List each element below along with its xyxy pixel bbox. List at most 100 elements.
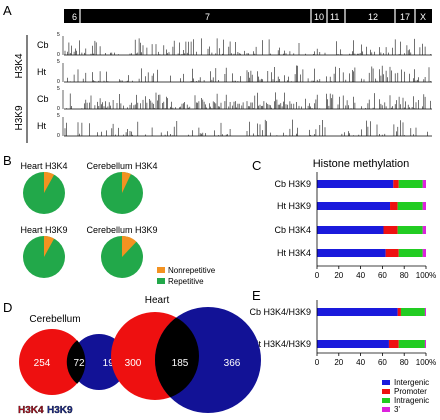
chromosome-11: 11: [330, 12, 339, 22]
chart-c-bar-2-intergenic: [317, 202, 391, 210]
mark-label-h3k4: H3K4: [14, 53, 25, 78]
venn-heart-right: 366: [224, 358, 241, 369]
pie-1-nonrepetitive: [44, 172, 55, 193]
pie-4-nonrepetitive: [122, 236, 137, 257]
legend-swatch-repetitive: [157, 278, 165, 284]
track-ymax-4: 5: [57, 113, 60, 119]
legend-e-swatch-2: [382, 389, 390, 394]
pie-title-4: Cerebellum H3K9: [86, 225, 157, 235]
chart-e-bar-2-intergenic: [317, 340, 389, 348]
chart-e-bar-1-intergenic: [317, 308, 398, 316]
chart-c-bar-1-intergenic: [317, 180, 394, 188]
chart-c-category-label-2: Ht H3K9: [277, 201, 311, 211]
legend-e-label-1: Intergenic: [394, 378, 429, 387]
venn-cerebellum-overlap: [66, 340, 86, 384]
track-label-ht-h3k4: Ht: [37, 67, 46, 77]
chromosome-10: 10: [314, 12, 324, 22]
panel-b-repeat-pies: Heart H3K4 Cerebellum H3K4 Heart H3K9 Ce…: [20, 161, 215, 286]
chart-c-bar-4-promoter: [385, 249, 399, 257]
track-ymax-3: 5: [57, 86, 60, 92]
signal-track-4: [64, 119, 428, 136]
chart-c-bar-3-3: [422, 226, 426, 234]
chart-c-bar-3-intergenic: [317, 226, 384, 234]
legend-swatch-nonrepetitive: [157, 267, 165, 273]
signal-track-3: [66, 92, 431, 109]
venn-heart-overlap-count: 185: [172, 358, 189, 369]
chart-c-bar-1-intragenic: [398, 180, 423, 188]
chart-e-bar-1-3: [424, 308, 426, 316]
legend-e-label-2: Promoter: [394, 387, 427, 396]
venn-heart-overlap-fill: [155, 312, 199, 400]
venn-cerebellum-h3k4-circle: [19, 329, 85, 395]
venn-cerebellum-left: 254: [34, 358, 51, 369]
chart-c-bar-2-promoter: [390, 202, 398, 210]
chart-c-category-label-1: Cb H3K9: [274, 179, 311, 189]
chromosome-x: X: [420, 12, 426, 22]
signal-track-1: [64, 38, 431, 55]
legend-e-swatch-4: [382, 407, 390, 412]
chromosome-6: 6: [72, 12, 77, 22]
track-label-ht-h3k9: Ht: [37, 121, 46, 131]
panel-label-b: B: [3, 153, 12, 168]
chart-c-x-tick-label-4: 60: [378, 271, 387, 280]
pie-3-nonrepetitive: [44, 236, 55, 257]
pie-charts: [23, 172, 143, 278]
panel-e-overlap-distribution: Cb H3K4/H3K9 Ht H3K4/H3K9 0 20 40 60 80 100% In…: [249, 300, 436, 414]
chromosome-17: 17: [400, 12, 410, 22]
chart-e-bars: Cb H3K4/H3K9 Ht H3K4/H3K9 0 20 40 60 80 100%: [249, 300, 436, 367]
chart-c-title: Histone methylation: [313, 158, 410, 170]
chart-c-bar-2-intragenic: [397, 202, 423, 210]
chart-c-bars: Cb H3K9 Ht H3K9 Cb H3K4 Ht H3K4 0 20 40 60 80 100…: [274, 172, 436, 280]
track-ymin-2: 0: [57, 79, 60, 85]
chart-c-bar-4-intergenic: [317, 249, 386, 257]
chart-c-bar-3-intragenic: [397, 226, 423, 234]
venn-legend-h3k4: H3K4: [18, 405, 44, 416]
chart-c-bar-3-promoter: [383, 226, 398, 234]
chart-c-category-label-4: Ht H3K4: [277, 248, 311, 258]
venn-cerebellum-right: 198: [103, 358, 120, 369]
signal-tracks: [62, 36, 432, 137]
chart-e-x-tick-label-4: 60: [378, 358, 387, 367]
chart-c-bar-1-3: [422, 180, 426, 188]
chart-c-x-tick-label-3: 40: [356, 271, 365, 280]
track-ymax-2: 5: [57, 59, 60, 65]
track-ymin-1: 0: [57, 52, 60, 58]
chart-e-x-tick-label-1: 0: [315, 358, 320, 367]
pie-title-3: Heart H3K9: [20, 225, 67, 235]
venn-title-heart: Heart: [145, 295, 170, 306]
mark-label-h3k9: H3K9: [14, 105, 25, 130]
legend-e-swatch-3: [382, 398, 390, 403]
chart-c-bar-4-intragenic: [398, 249, 423, 257]
chart-c-x-tick-label-5: 80: [400, 271, 409, 280]
track-ymin-4: 0: [57, 133, 60, 139]
chart-e-category-label-2: Ht H3K4/H3K9: [252, 339, 311, 349]
chart-e-bar-2-promoter: [388, 340, 399, 348]
chart-c-x-tick-label-1: 0: [315, 271, 320, 280]
pie-2-nonrepetitive: [122, 172, 131, 193]
track-label-cb-h3k4: Cb: [37, 40, 49, 50]
chart-e-bar-2-intragenic: [398, 340, 425, 348]
chart-e-x-tick-label-6: 100%: [416, 358, 436, 367]
chart-e-bar-2-3: [424, 340, 426, 348]
legend-e-label-3: Intragenic: [394, 396, 429, 405]
chromosome-dividers: [79, 9, 416, 23]
venn-title-cerebellum: Cerebellum: [29, 314, 80, 325]
pie-title-2: Cerebellum H3K4: [86, 161, 157, 171]
venn-heart-left: 300: [125, 358, 142, 369]
chart-c-category-label-3: Cb H3K4: [274, 225, 311, 235]
track-label-cb-h3k9: Cb: [37, 94, 49, 104]
chromosome-12: 12: [368, 12, 378, 22]
chart-c-bar-2-3: [422, 202, 426, 210]
track-ymax-1: 5: [57, 32, 60, 38]
chart-e-x-tick-label-2: 20: [334, 358, 343, 367]
chart-e-bar-1-intragenic: [400, 308, 425, 316]
legend-e-label-4: 3': [394, 405, 400, 414]
signal-track-2: [67, 65, 431, 82]
pie-title-1: Heart H3K4: [20, 161, 67, 171]
chart-e-x-tick-label-3: 40: [356, 358, 365, 367]
panel-d-venn: Cerebellum 254 72 198 Heart 300 185 366 …: [18, 295, 261, 416]
panel-a-genome-tracks: 6 7 10 11 12 17 X H3K4 H3K9 Cb Ht Cb Ht …: [14, 9, 432, 143]
legend-e-swatch-1: [382, 380, 390, 385]
